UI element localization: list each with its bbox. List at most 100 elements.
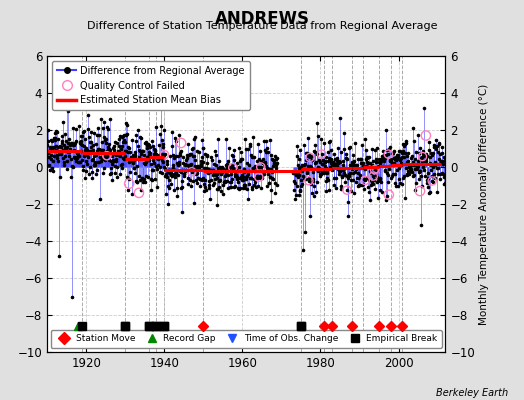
Point [155,152,163,158]
Point [299,173,308,180]
Point [141,158,150,165]
Point [236,155,245,162]
Point [367,146,376,152]
Point [169,187,178,194]
Point [240,166,248,172]
Point [111,163,119,170]
Point [125,158,134,164]
Point [182,154,191,161]
Point [68,162,77,169]
Point [206,176,215,183]
Point [188,168,196,175]
Point [396,157,404,163]
Point [190,153,199,159]
Point [50,144,59,150]
Point [253,175,261,182]
Point [106,147,114,154]
Point [270,160,279,166]
Point [84,134,93,140]
Point [243,173,252,180]
Point [139,176,147,182]
Point [412,180,420,186]
Point [325,155,334,162]
Point [373,178,381,185]
Point [415,150,423,156]
Point [408,153,416,160]
Point [405,171,413,177]
Point [427,167,435,174]
Point [210,160,218,167]
Point [434,141,443,147]
Point [70,142,78,148]
Point [142,138,150,145]
Point [348,159,356,165]
Point [102,154,111,160]
Point [199,159,207,165]
Point [228,162,236,168]
Point [77,138,85,144]
Point [312,159,320,165]
Point [233,174,241,180]
Point [403,153,411,159]
Point [302,150,311,156]
Point [298,162,307,168]
Point [409,125,418,132]
Point [179,153,188,160]
Point [353,175,361,182]
Point [184,162,193,168]
Point [440,173,449,180]
Point [255,156,264,162]
Point [176,152,184,158]
Point [424,170,432,176]
Point [396,148,405,154]
Point [172,138,180,144]
Point [343,187,351,193]
Point [79,129,88,136]
Point [304,153,312,159]
Point [269,175,277,182]
Point [177,185,185,192]
Point [384,179,392,185]
Point [440,180,448,187]
Point [369,176,378,182]
Point [123,130,131,137]
Point [132,138,140,144]
Point [325,164,334,170]
Point [340,146,348,152]
Point [326,137,335,144]
Point [117,146,125,152]
Point [362,154,370,160]
Point [161,151,170,158]
Point [195,183,204,190]
Point [212,162,220,168]
Point [211,176,220,182]
Point [185,162,194,169]
Point [51,143,60,150]
Point [112,155,120,162]
Point [305,178,313,184]
Point [205,182,214,188]
Point [212,186,221,192]
Point [341,178,349,185]
Point [83,126,92,132]
Point [266,137,274,143]
Point [237,148,245,155]
Point [53,128,61,135]
Point [67,174,75,180]
Point [238,174,247,180]
Point [144,174,152,180]
Point [147,160,155,167]
Point [387,160,396,166]
Point [356,156,365,162]
Point [266,174,275,181]
Point [162,191,171,198]
Point [265,174,274,180]
Point [80,128,89,134]
Point [251,163,259,169]
Point [58,119,67,125]
Point [192,170,200,177]
Point [356,156,365,162]
Point [427,150,435,156]
Point [199,175,208,182]
Point [103,152,111,159]
